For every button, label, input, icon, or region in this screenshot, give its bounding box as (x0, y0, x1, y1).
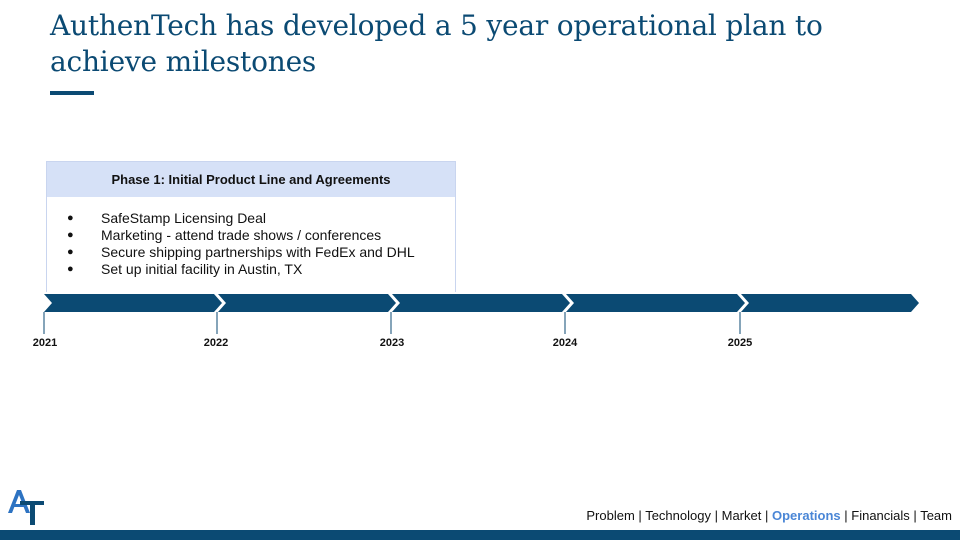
authentech-logo-icon (8, 490, 44, 525)
year-label-2021: 2021 (33, 337, 57, 349)
footer-bar (0, 530, 960, 540)
bullet-icon: ● (67, 246, 74, 258)
year-label-2024: 2024 (553, 337, 578, 349)
list-item-text: Secure shipping partnerships with FedEx … (101, 244, 415, 260)
phase-header: Phase 1: Initial Product Line and Agreem… (47, 162, 455, 197)
list-item-text: Marketing - attend trade shows / confere… (101, 227, 382, 243)
nav-separator: | (714, 508, 718, 523)
timeline-segment-2023 (392, 294, 570, 312)
timeline-segment-2024 (566, 294, 745, 312)
phase-item-list: ● SafeStamp Licensing Deal ● Marketing - a… (47, 197, 455, 278)
nav-item-operations[interactable]: Operations (772, 508, 841, 523)
bullet-icon: ● (67, 229, 74, 241)
list-item: ● Marketing - attend trade shows / confer… (47, 227, 455, 244)
year-label-2025: 2025 (728, 337, 752, 349)
timeline-segment-2021 (44, 294, 222, 312)
nav-item-team[interactable]: Team (920, 508, 952, 523)
nav-item-financials[interactable]: Financials (851, 508, 910, 523)
timeline: 2021 2022 2023 2024 2025 (33, 294, 919, 349)
nav-item-technology[interactable]: Technology (645, 508, 711, 523)
list-item-text: SafeStamp Licensing Deal (101, 210, 266, 226)
phase-1-card: Phase 1: Initial Product Line and Agreem… (46, 161, 456, 292)
list-item: ● Set up initial facility in Austin, TX (47, 261, 455, 278)
list-item: ● SafeStamp Licensing Deal (47, 210, 455, 227)
bullet-icon: ● (67, 263, 74, 275)
timeline-segment-2022 (218, 294, 396, 312)
timeline-segment-2025 (741, 294, 919, 312)
title-underline (50, 91, 94, 95)
slide-title: AuthenTech has developed a 5 year operat… (50, 9, 823, 78)
nav-separator: | (764, 508, 769, 523)
list-item: ● Secure shipping partnerships with FedEx… (47, 244, 455, 261)
nav-separator: | (913, 508, 917, 523)
section-nav: Problem | Technology | Market | Operatio… (586, 508, 952, 523)
year-label-2022: 2022 (204, 337, 228, 349)
bullet-icon: ● (67, 212, 74, 224)
list-item-text: Set up initial facility in Austin, TX (101, 261, 303, 277)
nav-item-market[interactable]: Market (721, 508, 762, 523)
nav-separator: | (638, 508, 642, 523)
nav-item-problem[interactable]: Problem (586, 508, 635, 523)
nav-separator: | (844, 508, 848, 523)
year-label-2023: 2023 (380, 337, 404, 349)
